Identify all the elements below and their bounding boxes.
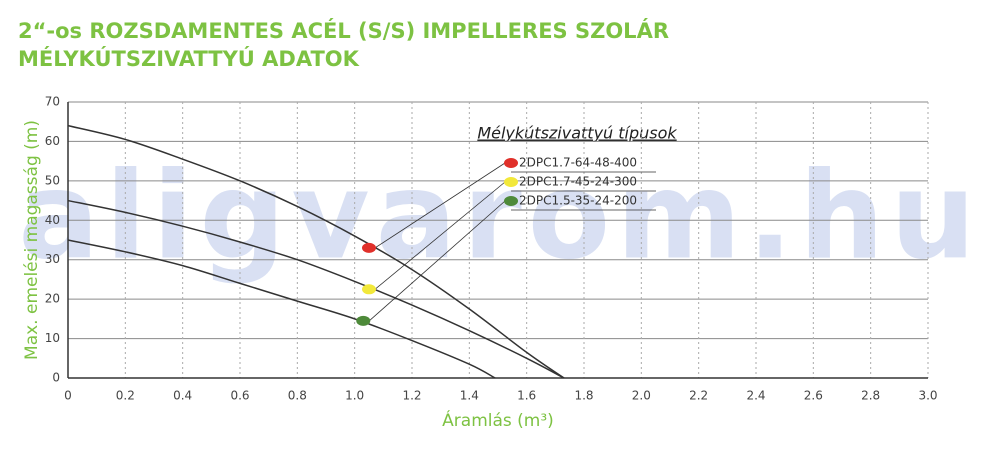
- legend-label: 2DPC1.7-45-24-300: [519, 175, 637, 189]
- x-tick-label: 1.2: [402, 389, 421, 403]
- chart-title: 2“-os ROZSDAMENTES ACÉL (S/S) IMPELLERES…: [18, 18, 669, 43]
- leader-line: [369, 200, 506, 322]
- legend-label: 2DPC1.5-35-24-200: [519, 194, 637, 208]
- x-tick-label: 2.0: [632, 389, 651, 403]
- legend-marker: [504, 196, 518, 206]
- curve: [67, 239, 496, 379]
- watermark: aligvarom.hu: [18, 148, 981, 287]
- legend-marker: [504, 177, 518, 187]
- data-point: [356, 315, 371, 326]
- x-tick-label: 1.8: [574, 389, 593, 403]
- y-tick-label: 60: [45, 134, 60, 148]
- x-tick-label: 0.4: [173, 389, 192, 403]
- x-tick-label: 2.8: [861, 389, 880, 403]
- legend-marker: [504, 158, 518, 168]
- x-tick-label: 1.6: [517, 389, 536, 403]
- y-axis-label: Max. emelési magasság (m): [22, 120, 42, 360]
- data-point: [362, 284, 376, 295]
- x-tick-label: 0.8: [288, 389, 307, 403]
- data-point: [362, 242, 376, 253]
- x-tick-label: 0: [64, 389, 72, 403]
- y-tick-label: 70: [45, 95, 60, 109]
- curve: [67, 124, 565, 379]
- x-tick-label: 0.2: [116, 389, 135, 403]
- y-tick-label: 30: [45, 252, 60, 266]
- x-tick-label: 2.4: [746, 389, 765, 403]
- x-tick-label: 0.6: [230, 389, 249, 403]
- y-tick-label: 0: [52, 371, 60, 385]
- y-tick-label: 10: [45, 331, 60, 345]
- legend-label: 2DPC1.7-64-48-400: [519, 156, 637, 170]
- x-tick-label: 3.0: [918, 389, 937, 403]
- y-tick-label: 50: [45, 173, 60, 187]
- chart-title: MÉLYKÚTSZIVATTYÚ ADATOK: [18, 46, 360, 71]
- leader-line: [374, 181, 506, 290]
- curve: [67, 199, 565, 379]
- y-tick-label: 40: [45, 213, 60, 227]
- x-tick-label: 2.2: [689, 389, 708, 403]
- y-tick-label: 20: [45, 292, 60, 306]
- x-axis-label: Áramlás (m³): [442, 409, 554, 431]
- x-tick-label: 1.4: [460, 389, 479, 403]
- x-tick-label: 2.6: [804, 389, 823, 403]
- leader-line: [374, 162, 506, 249]
- legend-title: Mélykútszivattyú típusok: [477, 124, 677, 143]
- x-tick-label: 1.0: [345, 389, 364, 403]
